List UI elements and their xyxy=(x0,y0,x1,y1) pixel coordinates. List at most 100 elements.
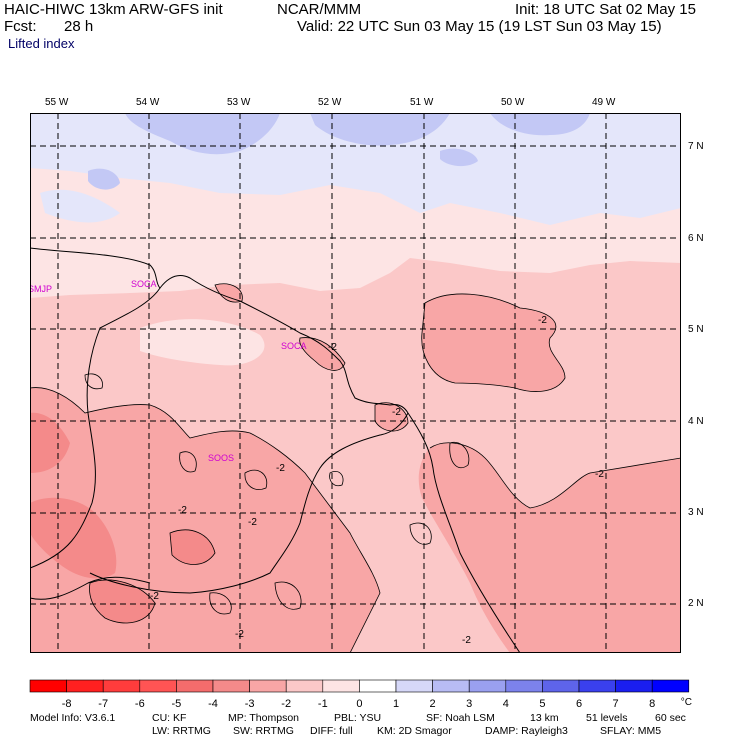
colorbar-label: 8 xyxy=(649,698,655,710)
colorbar-swatch xyxy=(542,679,580,693)
colorbar-swatch xyxy=(432,679,470,693)
shade-neg4 xyxy=(89,579,155,623)
contour-label: -2 xyxy=(538,315,547,326)
lat-label-4n: 4 N xyxy=(688,416,704,427)
station-label-soos: SOOS xyxy=(208,453,234,463)
contour-label: -2 xyxy=(462,635,471,646)
colorbar-swatch xyxy=(102,679,141,693)
lon-label-55w: 55 W xyxy=(45,97,69,108)
colorbar-swatch xyxy=(139,679,177,693)
colorbar-label: -6 xyxy=(135,698,145,710)
footer-sf: SF: Noah LSM xyxy=(426,712,495,724)
shade-neg3 xyxy=(375,402,408,432)
lat-lon-grid xyxy=(30,113,681,653)
shade-neg4 xyxy=(170,529,215,565)
lon-label-52w: 52 W xyxy=(318,97,342,108)
footer-resolution: 13 km xyxy=(530,712,559,724)
shade-pos2 xyxy=(125,113,280,155)
footer-sflay: SFLAY: MM5 xyxy=(600,725,662,737)
colorbar-label: 1 xyxy=(393,698,399,710)
colorbar-label: 5 xyxy=(539,698,545,710)
colorbar-swatch xyxy=(29,679,67,693)
lon-label-49w: 49 W xyxy=(592,97,616,108)
colorbar-swatch xyxy=(651,679,690,693)
shade-neg3 xyxy=(418,442,681,653)
shade-neg3 xyxy=(299,337,345,371)
colorbar-label: -2 xyxy=(281,698,291,710)
footer-km: KM: 2D Smagor xyxy=(377,725,452,737)
shade-neg3 xyxy=(215,283,243,303)
colorbar-label: -8 xyxy=(62,698,72,710)
footer-pbl: PBL: YSU xyxy=(334,712,382,724)
footer-timestep: 60 sec xyxy=(655,712,686,724)
contour-label: -2 xyxy=(235,629,244,640)
contour-label: -2 xyxy=(248,517,257,528)
contour-label-group: -2 -2 -2 -2 -2 -2 -2 -2 -2 -2 xyxy=(150,315,604,646)
contour-label: -2 xyxy=(595,469,604,480)
colorbar-swatch xyxy=(468,679,507,693)
colorbar-swatch xyxy=(212,679,250,693)
lon-label-50w: 50 W xyxy=(501,97,525,108)
station-label-soca-2: SOCA xyxy=(281,341,307,351)
shade-neg4 xyxy=(30,497,117,579)
colorbar-swatch xyxy=(505,679,543,693)
lat-label-7n: 7 N xyxy=(688,141,704,152)
contour-label: -2 xyxy=(150,591,159,602)
field-name: Lifted index xyxy=(8,36,75,51)
lifted-index-map: -2 -2 -2 -2 -2 -2 -2 -2 -2 -2 SMJP SOCA … xyxy=(30,113,681,653)
lat-label-2n: 2 N xyxy=(688,598,704,609)
footer-model-info: Model Info: V3.6.1 xyxy=(30,712,116,724)
station-group: SMJP SOCA SOCA SOOS xyxy=(30,279,307,463)
shade-pos2 xyxy=(440,148,478,167)
lon-label-53w: 53 W xyxy=(227,97,251,108)
colorbar-swatch xyxy=(395,679,433,693)
shade-neg1 xyxy=(140,319,265,366)
lat-label-3n: 3 N xyxy=(688,507,704,518)
footer-lw: LW: RRTMG xyxy=(152,725,211,737)
colorbar-swatch xyxy=(176,679,214,693)
shade-pos2 xyxy=(310,113,450,146)
lat-label-6n: 6 N xyxy=(688,233,704,244)
colorbar-label: 6 xyxy=(576,698,582,710)
contour-label: -2 xyxy=(178,505,187,516)
contour-label: -2 xyxy=(328,342,337,353)
station-label-smjp: SMJP xyxy=(30,284,52,294)
model-title: HAIC-HIWC 13km ARW-GFS init xyxy=(4,1,223,18)
lon-label-54w: 54 W xyxy=(136,97,160,108)
colorbar-label: 3 xyxy=(466,698,472,710)
colorbar-label: -3 xyxy=(245,698,255,710)
colorbar-label: 7 xyxy=(613,698,619,710)
colorbar-swatch xyxy=(322,679,360,693)
footer-cu: CU: KF xyxy=(152,712,187,724)
colorbar-label: -5 xyxy=(172,698,182,710)
footer-levels: 51 levels xyxy=(586,712,628,724)
footer-mp: MP: Thompson xyxy=(228,712,300,724)
contour-lines xyxy=(30,283,681,653)
org-label: NCAR/MMM xyxy=(277,1,362,18)
colorbar-swatch xyxy=(66,679,104,693)
colorbar: -8 -7 -6 -5 -4 -3 -2 -1 0 1 2 3 4 5 6 7 8 °C xyxy=(29,679,692,710)
colorbar-swatch xyxy=(578,679,616,693)
contour-label: -2 xyxy=(276,463,285,474)
colorbar-label: -1 xyxy=(318,698,328,710)
station-label-soca-1: SOCA xyxy=(131,279,157,289)
lat-label-5n: 5 N xyxy=(688,324,704,335)
colorbar-swatch xyxy=(285,679,324,693)
shade-pos1 xyxy=(40,189,120,223)
footer-damp: DAMP: Rayleigh3 xyxy=(485,725,568,737)
forecast-hour: 28 h xyxy=(64,18,94,35)
footer-diff: DIFF: full xyxy=(310,725,353,737)
colorbar-swatch xyxy=(359,679,397,693)
colorbar-label: -4 xyxy=(208,698,218,710)
colorbar-label: 2 xyxy=(430,698,436,710)
shade-pos2 xyxy=(88,168,120,190)
lon-label-51w: 51 W xyxy=(410,97,434,108)
colorbar-swatch xyxy=(249,679,287,693)
colorbar-swatch xyxy=(615,679,653,693)
contour-label: -2 xyxy=(392,407,401,418)
shade-neg3 xyxy=(421,293,565,392)
colorbar-unit: °C xyxy=(681,697,692,708)
init-time: Init: 18 UTC Sat 02 May 15 xyxy=(515,1,696,18)
colorbar-label: -7 xyxy=(98,698,108,710)
valid-time: Valid: 22 UTC Sun 03 May 15 (19 LST Sun … xyxy=(297,18,662,35)
